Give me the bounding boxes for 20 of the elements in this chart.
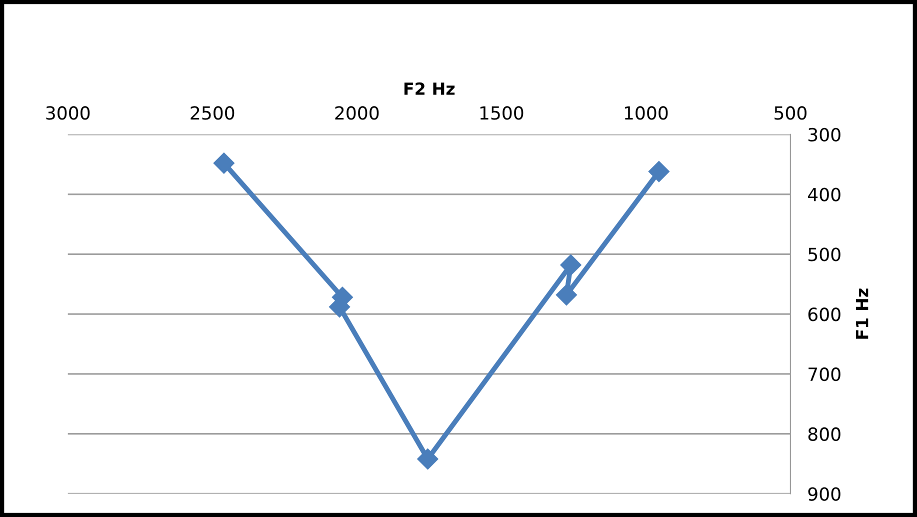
y-axis-title: F1 Hz xyxy=(856,288,868,339)
point xyxy=(417,448,438,470)
y-tick-label: 600 xyxy=(808,308,840,322)
point xyxy=(213,152,234,174)
y-tick-label: 900 xyxy=(808,487,840,501)
x-axis-title: F2 Hz xyxy=(404,82,455,95)
y-tick-label: 300 xyxy=(808,128,840,142)
y-tick-label: 800 xyxy=(808,427,840,441)
point xyxy=(560,254,582,276)
x-tick-label: 1000 xyxy=(624,106,668,120)
x-tick-label: 2000 xyxy=(335,106,379,120)
x-tick-label: 2500 xyxy=(190,106,234,120)
point xyxy=(556,284,577,306)
y-tick-label: 700 xyxy=(808,367,840,382)
y-tick-label: 400 xyxy=(808,188,840,202)
x-tick-label: 500 xyxy=(774,106,806,120)
x-tick-label: 1500 xyxy=(480,106,524,120)
point xyxy=(648,161,670,182)
y-tick-label: 500 xyxy=(808,248,840,262)
x-tick-label: 3000 xyxy=(46,106,90,120)
